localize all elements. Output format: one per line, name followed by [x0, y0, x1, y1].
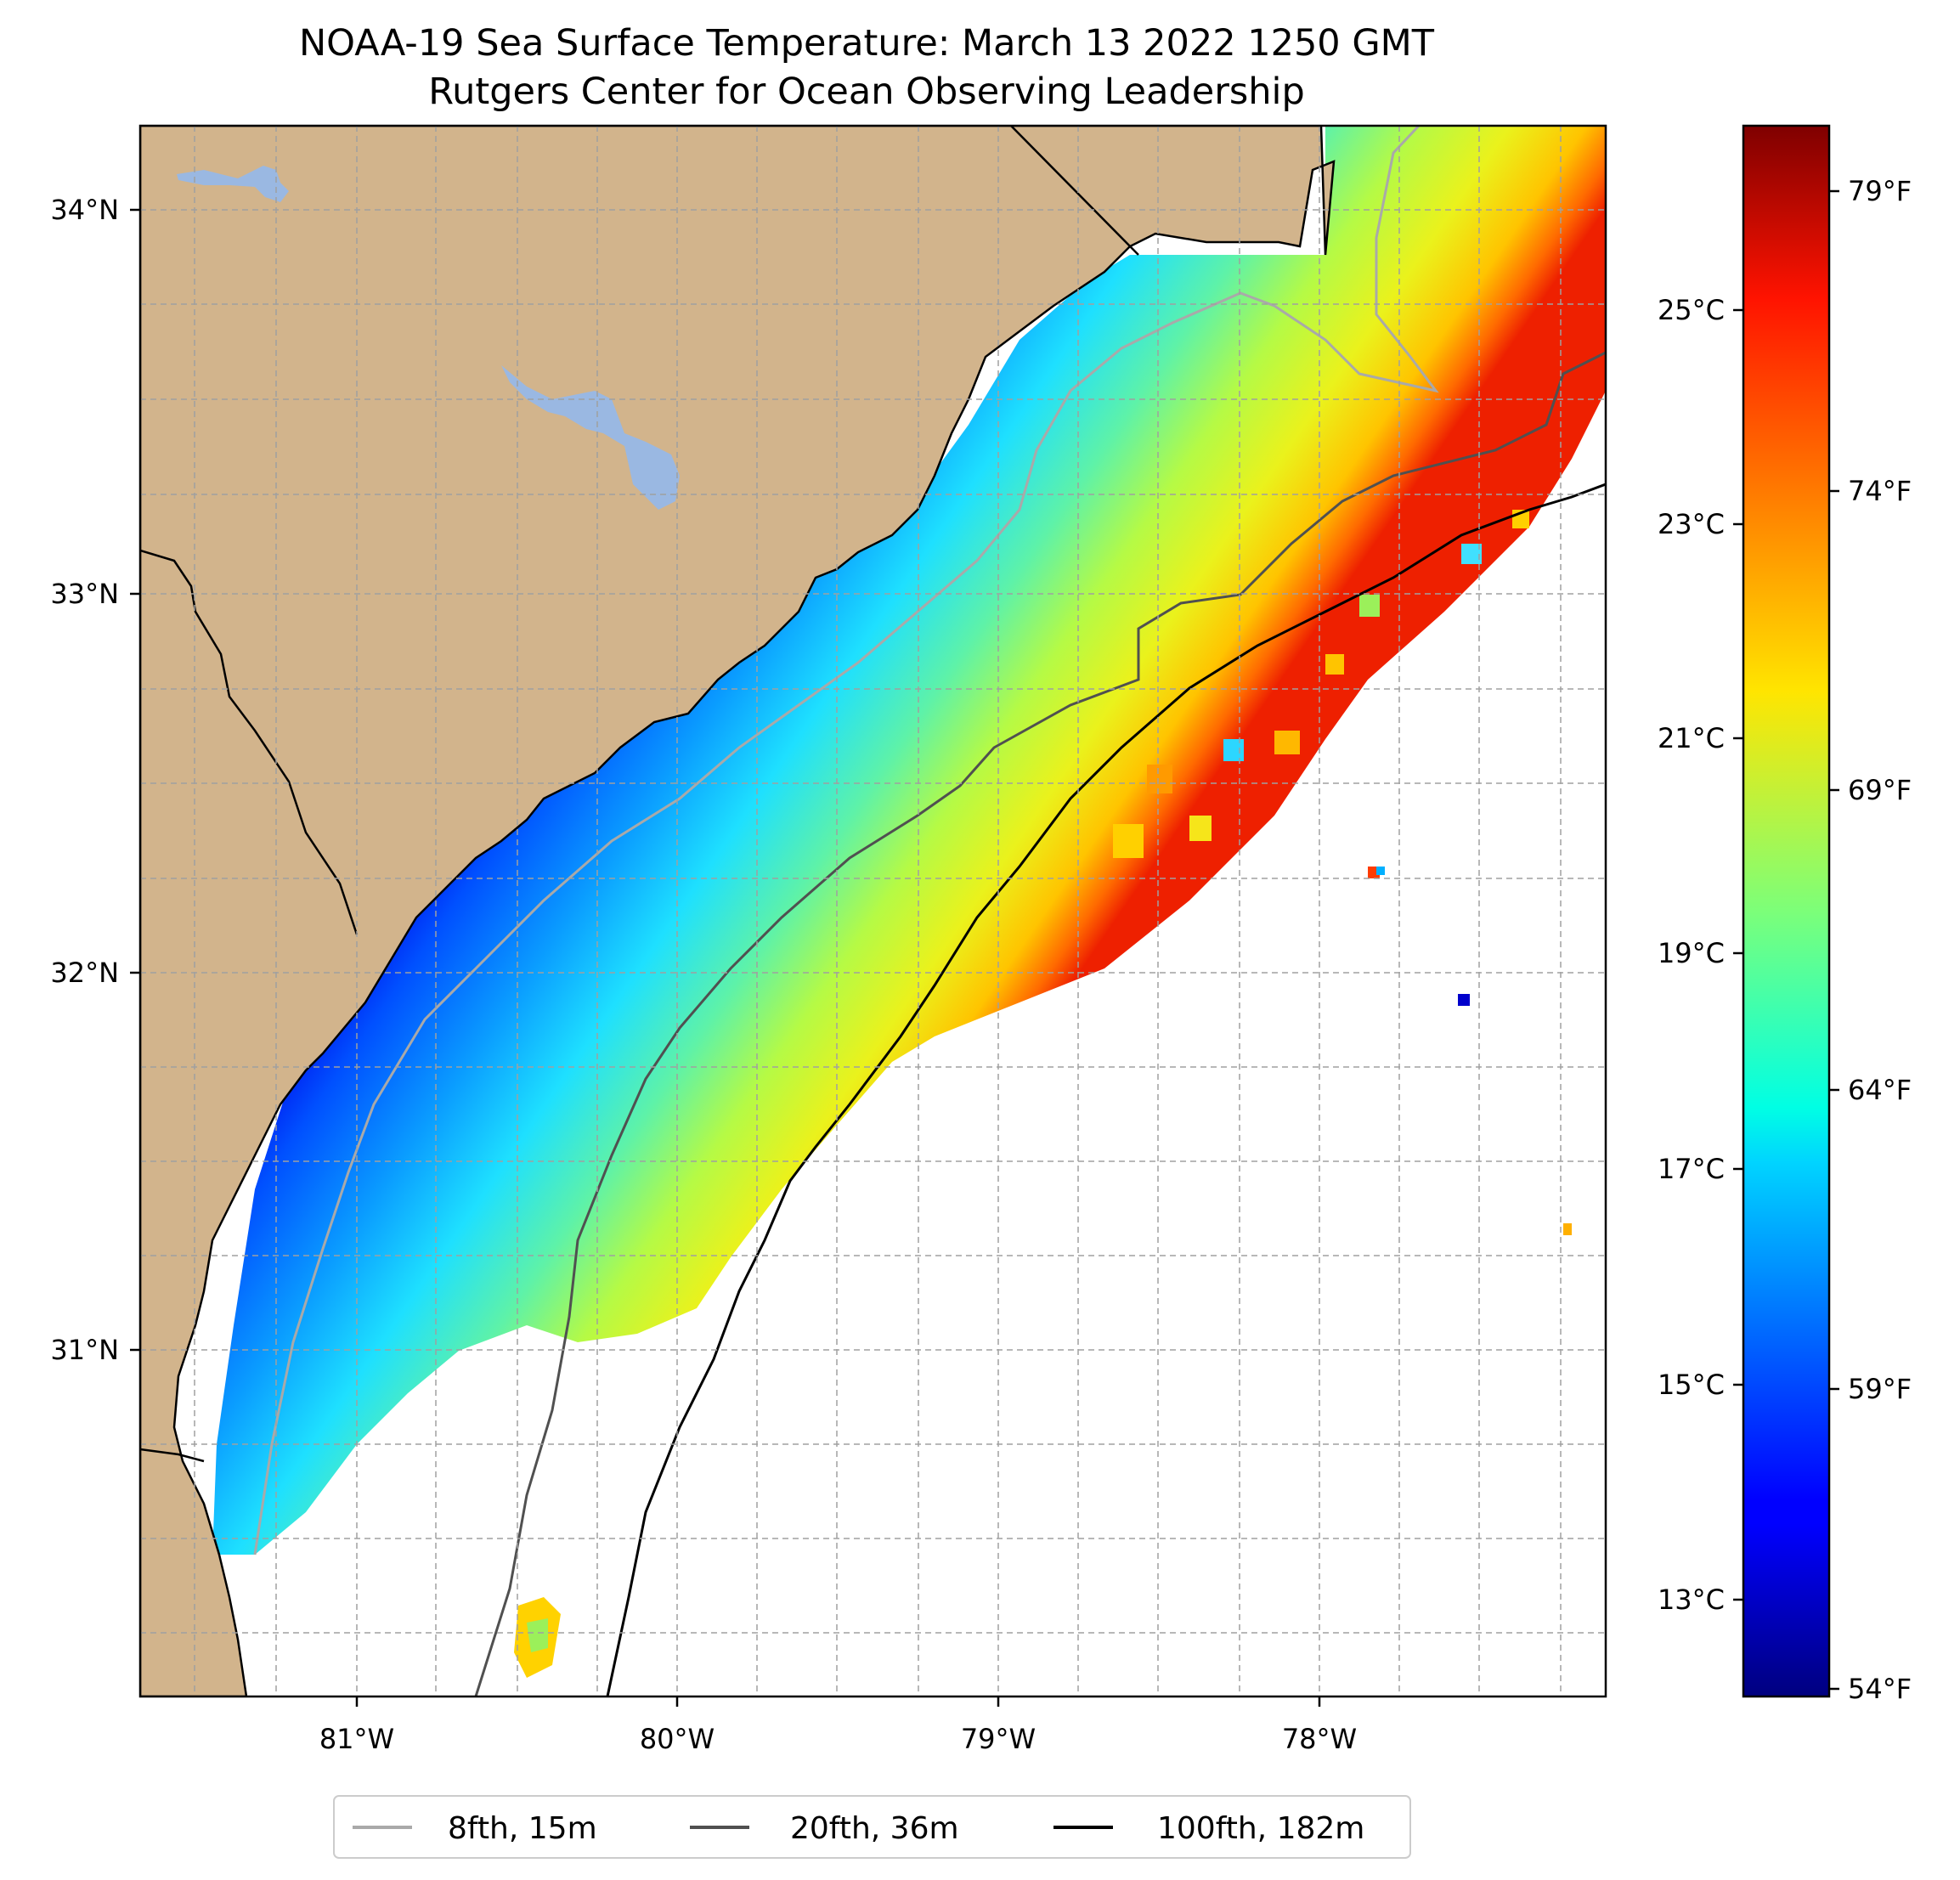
isobath-legend: 8fth, 15m 20fth, 36m 100fth, 182m: [333, 1795, 1411, 1859]
lon-tick-79w: 79°W: [961, 1723, 1036, 1755]
isobath-100fth: [606, 483, 1606, 1697]
state-border-nc-sc: [1010, 126, 1139, 256]
colorbar-tick-69f: 69°F: [1848, 774, 1912, 806]
colorbar-fahrenheit-axis: 79°F 74°F 69°F 64°F 59°F 54°F: [1829, 175, 1912, 1705]
colorbar-tick-64f: 64°F: [1848, 1074, 1912, 1106]
colorbar-tick-54f: 54°F: [1848, 1673, 1912, 1705]
isobath-20fth: [474, 351, 1606, 1697]
land: [140, 126, 1336, 1697]
state-border-ga-fl: [140, 1448, 205, 1463]
latitude-axis: 34°N 33°N 32°N 31°N: [50, 194, 140, 1366]
lat-tick-32: 32°N: [50, 957, 119, 989]
map-panel: [140, 126, 1606, 1697]
sst-data-swath: [212, 126, 1606, 1555]
gridlines: [140, 126, 1606, 1697]
state-border-sc-ga: [140, 549, 359, 935]
lake-marion: [501, 365, 680, 510]
isobath-8fth: [253, 126, 1439, 1555]
lon-tick-81w: 81°W: [319, 1723, 394, 1755]
colorbar-tick-79f: 79°F: [1848, 175, 1912, 207]
colorbar-tick-23c: 23°C: [1658, 508, 1725, 540]
lon-tick-80w: 80°W: [640, 1723, 715, 1755]
gulf-stream-patches: [514, 510, 1572, 1678]
figure-title-line-1: NOAA-19 Sea Surface Temperature: March 1…: [299, 22, 1435, 65]
longitude-axis: 81°W 80°W 79°W 78°W: [319, 1697, 1357, 1755]
colorbar: 25°C 23°C 21°C 19°C 17°C 15°C 13°C 79°F …: [1658, 124, 1912, 1705]
colorbar-tick-13c: 13°C: [1658, 1584, 1725, 1616]
lat-tick-31: 31°N: [50, 1334, 119, 1366]
map-frame: [138, 124, 1607, 1698]
legend-label-20fth: 20fth, 36m: [790, 1811, 959, 1846]
lat-tick-34: 34°N: [50, 194, 119, 226]
legend-label-100fth: 100fth, 182m: [1157, 1811, 1364, 1846]
colorbar-tick-21c: 21°C: [1658, 722, 1725, 754]
colorbar-tick-19c: 19°C: [1658, 937, 1725, 969]
colorbar-celsius-axis: 25°C 23°C 21°C 19°C 17°C 15°C 13°C: [1658, 294, 1743, 1616]
colorbar-gradient: [1742, 124, 1831, 1698]
colorbar-tick-59f: 59°F: [1848, 1373, 1912, 1405]
lake-north: [177, 166, 289, 202]
colorbar-tick-15c: 15°C: [1658, 1369, 1725, 1401]
legend-frame: [333, 1795, 1411, 1859]
colorbar-tick-17c: 17°C: [1658, 1153, 1725, 1185]
colorbar-tick-74f: 74°F: [1848, 475, 1912, 507]
legend-label-8fth: 8fth, 15m: [448, 1811, 597, 1846]
figure-title-line-2: Rutgers Center for Ocean Observing Leade…: [428, 71, 1305, 113]
colorbar-tick-25c: 25°C: [1658, 294, 1725, 326]
lon-tick-78w: 78°W: [1282, 1723, 1357, 1755]
lat-tick-33: 33°N: [50, 578, 119, 610]
